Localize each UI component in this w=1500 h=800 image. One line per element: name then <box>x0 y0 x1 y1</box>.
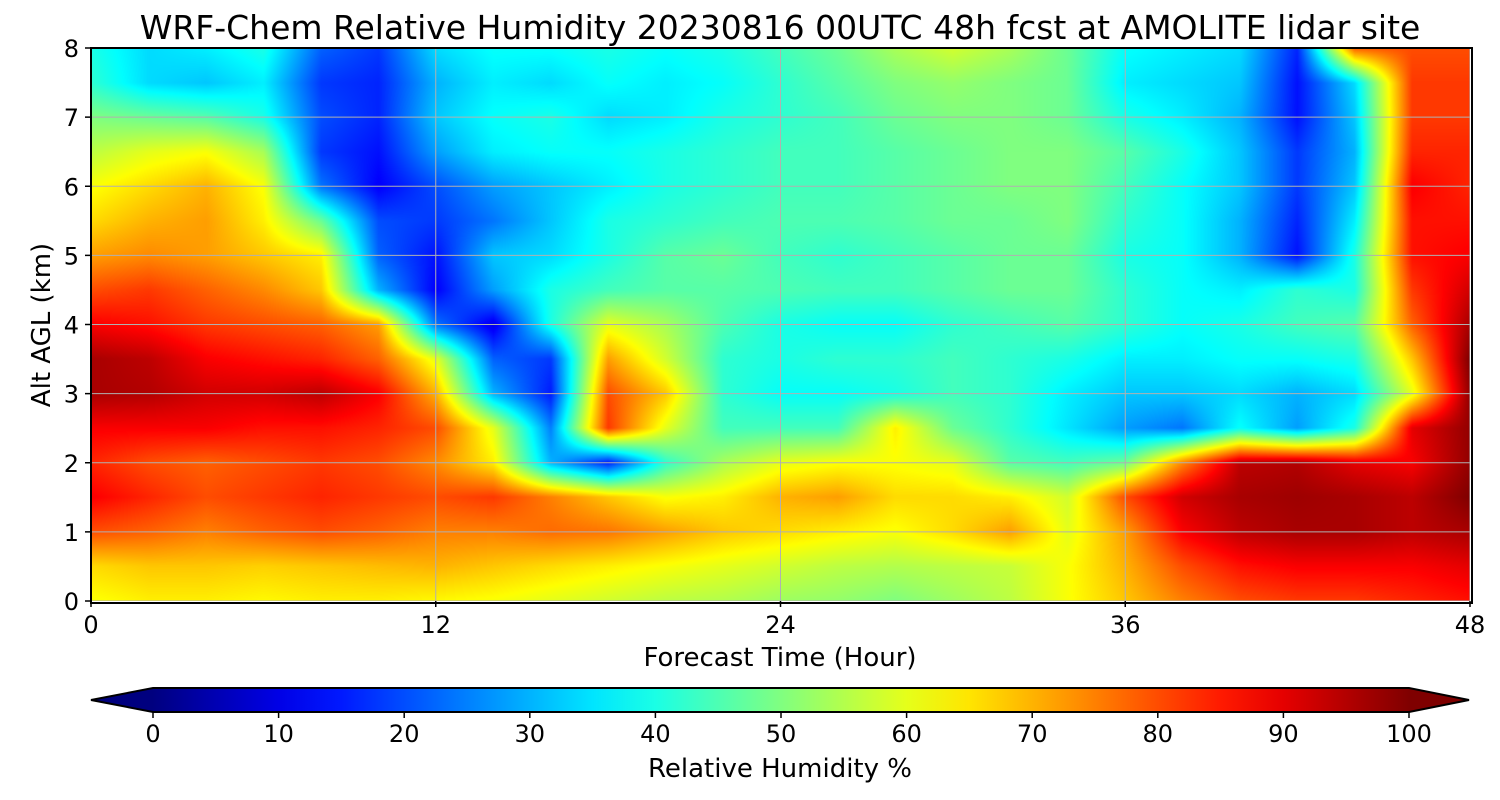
colorbar-tick-label: 100 <box>1386 720 1432 748</box>
colorbar-tick-label: 60 <box>891 720 922 748</box>
colorbar-tick-label: 90 <box>1268 720 1299 748</box>
y-tick-label: 6 <box>64 173 79 201</box>
colorbar-tick-label: 20 <box>389 720 420 748</box>
colorbar-tick-label: 70 <box>1017 720 1048 748</box>
colorbar-tick-label: 30 <box>515 720 546 748</box>
colorbar-tick-label: 80 <box>1143 720 1174 748</box>
y-tick-label: 7 <box>64 104 79 132</box>
y-tick-label: 4 <box>64 312 79 340</box>
colorbar-tick-label: 50 <box>766 720 797 748</box>
y-tick-label: 1 <box>64 519 79 547</box>
y-tick-label: 2 <box>64 450 79 478</box>
y-tick-label: 5 <box>64 242 79 270</box>
grid-lines <box>91 48 1470 601</box>
y-axis: 0 1 2 3 4 5 6 7 8 <box>64 35 91 616</box>
colorbar-gradient <box>153 688 1409 712</box>
colorbar-max-extend <box>1409 688 1469 712</box>
colorbar-tick-label: 40 <box>640 720 671 748</box>
x-axis-label: Forecast Time (Hour) <box>643 643 916 673</box>
colorbar: 0 10 20 30 40 50 60 70 80 90 100 Relative Humidity… <box>90 687 1470 784</box>
x-tick-label: 48 <box>1455 611 1486 639</box>
colorbar-label: Relative Humidity % <box>648 754 912 784</box>
x-tick-label: 36 <box>1110 611 1141 639</box>
x-tick-label: 0 <box>83 611 98 639</box>
y-tick-label: 3 <box>64 381 79 409</box>
y-tick-label: 8 <box>64 35 79 63</box>
colorbar-tick-label: 0 <box>145 720 160 748</box>
chart-title: WRF-Chem Relative Humidity 20230816 00UT… <box>139 8 1421 47</box>
plot-area <box>91 48 1470 601</box>
x-tick-label: 24 <box>765 611 796 639</box>
colorbar-min-extend <box>91 688 153 712</box>
y-axis-label: Alt AGL (km) <box>27 243 57 407</box>
x-axis: 0 12 24 36 48 <box>83 601 1485 639</box>
y-tick-label: 0 <box>64 588 79 616</box>
colorbar-tick-label: 10 <box>263 720 294 748</box>
x-tick-label: 12 <box>420 611 451 639</box>
colorbar-ticks: 0 10 20 30 40 50 60 70 80 90 100 <box>145 712 1432 748</box>
